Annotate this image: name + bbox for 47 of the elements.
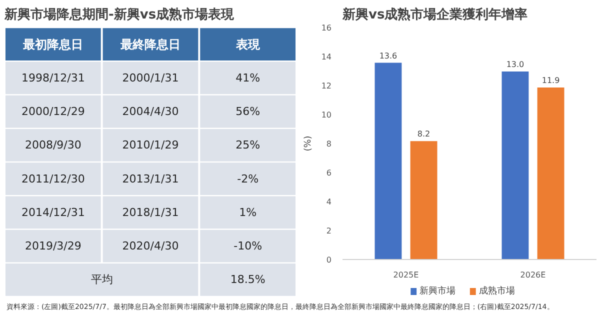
text: -2% bbox=[237, 172, 259, 186]
data-label: 13.6 bbox=[379, 51, 398, 60]
text: 新興市場降息期間-新興vs成熟市場表現 bbox=[4, 6, 236, 22]
text: -10% bbox=[234, 240, 262, 253]
text: 2008/9/30 bbox=[24, 138, 82, 152]
text: 2000/1/31 bbox=[122, 71, 179, 84]
text: 1% bbox=[239, 206, 257, 219]
y-tick-label: 14 bbox=[321, 52, 332, 62]
y-tick-label: 6 bbox=[326, 168, 332, 178]
chart-title: 新興vs成熟市場企業獲利年增率 bbox=[342, 6, 528, 22]
legend-label: 新興市場 bbox=[420, 286, 456, 296]
y-tick-label: 0 bbox=[326, 256, 332, 264]
text: 2014/12/31 bbox=[21, 206, 85, 219]
text: 56% bbox=[236, 105, 260, 118]
y-tick-label: 4 bbox=[326, 198, 332, 206]
legend-label: 成熟市場 bbox=[478, 286, 515, 296]
text: 41% bbox=[236, 71, 260, 84]
text: 2019/3/29 bbox=[24, 240, 82, 253]
y-tick-label: 16 bbox=[321, 24, 332, 32]
category-label: 最初降息日 bbox=[22, 37, 84, 52]
data-label: 13.0 bbox=[506, 60, 524, 69]
text: 2018/1/31 bbox=[122, 206, 179, 219]
y-tick-label: 10 bbox=[321, 110, 332, 120]
category-label: 最終降息日 bbox=[120, 37, 180, 52]
text: 2011/12/30 bbox=[21, 172, 85, 186]
text: 2004/4/30 bbox=[122, 105, 179, 118]
text: 25% bbox=[236, 138, 260, 152]
text: 2020/4/30 bbox=[122, 240, 179, 253]
y-axis-title: (%) bbox=[303, 136, 314, 152]
data-label: 8.2 bbox=[417, 130, 430, 139]
text: 2013/1/31 bbox=[122, 172, 179, 186]
data-label: 11.9 bbox=[542, 76, 560, 85]
y-tick-label: 2 bbox=[326, 226, 332, 236]
bar bbox=[536, 86, 566, 260]
text: 1998/12/31 bbox=[21, 71, 85, 84]
bar bbox=[500, 70, 530, 260]
text: 平均 bbox=[90, 273, 113, 286]
bar bbox=[374, 62, 403, 260]
text: 2000/12/29 bbox=[21, 105, 85, 118]
x-tick-label: 2026E bbox=[520, 270, 546, 280]
y-tick-label: 12 bbox=[321, 82, 332, 90]
bar bbox=[409, 140, 438, 260]
x-tick-label: 2025E bbox=[393, 270, 419, 280]
text: 2010/1/29 bbox=[122, 138, 179, 152]
category-label: 表現 bbox=[234, 37, 261, 52]
text: 18.5% bbox=[230, 273, 266, 286]
y-tick-label: 8 bbox=[326, 140, 332, 148]
